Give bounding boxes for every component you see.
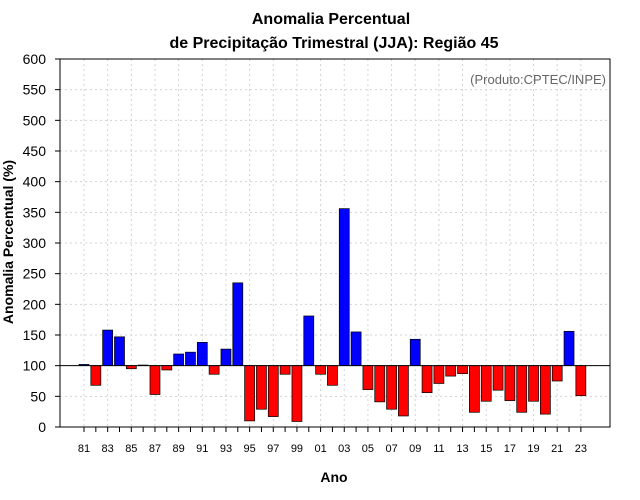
bar-20	[540, 365, 551, 415]
y-tick-label: 500	[23, 112, 47, 128]
y-tick-label: 450	[23, 143, 47, 159]
x-tick-label: 13	[456, 443, 468, 455]
bar-22	[563, 330, 575, 367]
bar-82	[90, 365, 102, 386]
bar-19	[528, 365, 539, 402]
bar-90	[185, 351, 196, 367]
bar-04	[350, 331, 362, 367]
x-tick-label: 87	[149, 443, 161, 455]
y-axis-label: Anomalia Percentual (%)	[0, 160, 16, 324]
bar-07	[386, 365, 397, 410]
y-tick-label: 0	[38, 419, 46, 435]
y-tick-label: 350	[23, 204, 47, 220]
x-tick-label: 09	[409, 443, 421, 455]
bar-18	[516, 365, 528, 413]
bar-92	[208, 365, 220, 375]
x-tick-label: 95	[243, 443, 255, 455]
bar-91	[196, 342, 208, 367]
bar-98	[279, 365, 291, 375]
bar-13	[457, 365, 468, 374]
x-tick-label: 11	[433, 443, 444, 455]
bar-21	[551, 365, 563, 382]
x-tick-label: 91	[196, 443, 208, 455]
bar-99	[291, 365, 303, 422]
bar-95	[244, 365, 255, 422]
bar-23	[575, 365, 587, 397]
bar-96	[256, 365, 267, 410]
bar-05	[362, 365, 374, 390]
chart-title-line2: de Precipitação Trimestral (JJA): Região…	[169, 35, 498, 52]
x-tick-label: 85	[125, 443, 137, 455]
credit-label: (Produto:CPTEC/INPE)	[470, 72, 606, 87]
bar-02	[327, 365, 338, 386]
x-axis-label: Ano	[320, 469, 347, 485]
y-tick-label: 100	[23, 358, 47, 374]
y-tick-label: 300	[23, 235, 47, 251]
bar-88	[161, 365, 173, 371]
bar-08	[398, 365, 409, 417]
bar-01	[315, 365, 326, 375]
x-tick-label: 81	[78, 443, 90, 455]
y-tick-label: 600	[23, 51, 47, 67]
x-tick-label: 99	[291, 443, 303, 455]
y-tick-label: 550	[23, 82, 47, 98]
bar-12	[445, 365, 457, 377]
bar-87	[149, 365, 161, 395]
chart-title-line1: Anomalia Percentual	[252, 11, 410, 28]
y-tick-label: 50	[30, 388, 46, 404]
x-tick-label: 89	[173, 443, 185, 455]
x-tick-label: 93	[220, 443, 232, 455]
y-tick-label: 200	[23, 296, 47, 312]
bar-94	[232, 282, 244, 367]
bar-11	[433, 365, 445, 384]
bars	[78, 208, 587, 422]
bar-06	[374, 365, 386, 403]
bar-89	[173, 353, 184, 367]
x-tick-label: 03	[338, 443, 350, 455]
x-tick-label: 01	[314, 443, 326, 455]
x-tick-label: 19	[527, 443, 539, 455]
x-tick-label: 17	[504, 443, 516, 455]
x-tick-label: 05	[362, 443, 374, 455]
bar-17	[504, 365, 516, 401]
bar-83	[102, 329, 114, 367]
bar-09	[409, 338, 421, 367]
x-tick-label: 15	[480, 443, 492, 455]
x-tick-label: 21	[551, 443, 563, 455]
x-tick-label: 97	[267, 443, 279, 455]
x-tick-label: 07	[385, 443, 397, 455]
bar-15	[480, 365, 492, 402]
bar-10	[421, 365, 433, 394]
bar-03	[338, 208, 350, 367]
bar-16	[492, 365, 504, 391]
y-tick-label: 250	[23, 266, 47, 282]
x-tick-label: 83	[102, 443, 114, 455]
y-tick-label: 400	[23, 174, 47, 190]
bar-93	[220, 348, 232, 367]
bar-14	[469, 365, 480, 413]
y-tick-label: 150	[23, 327, 47, 343]
x-tick-label: 23	[575, 443, 587, 455]
bar-00	[303, 315, 315, 367]
bar-97	[267, 365, 279, 417]
bar-84	[114, 336, 125, 367]
